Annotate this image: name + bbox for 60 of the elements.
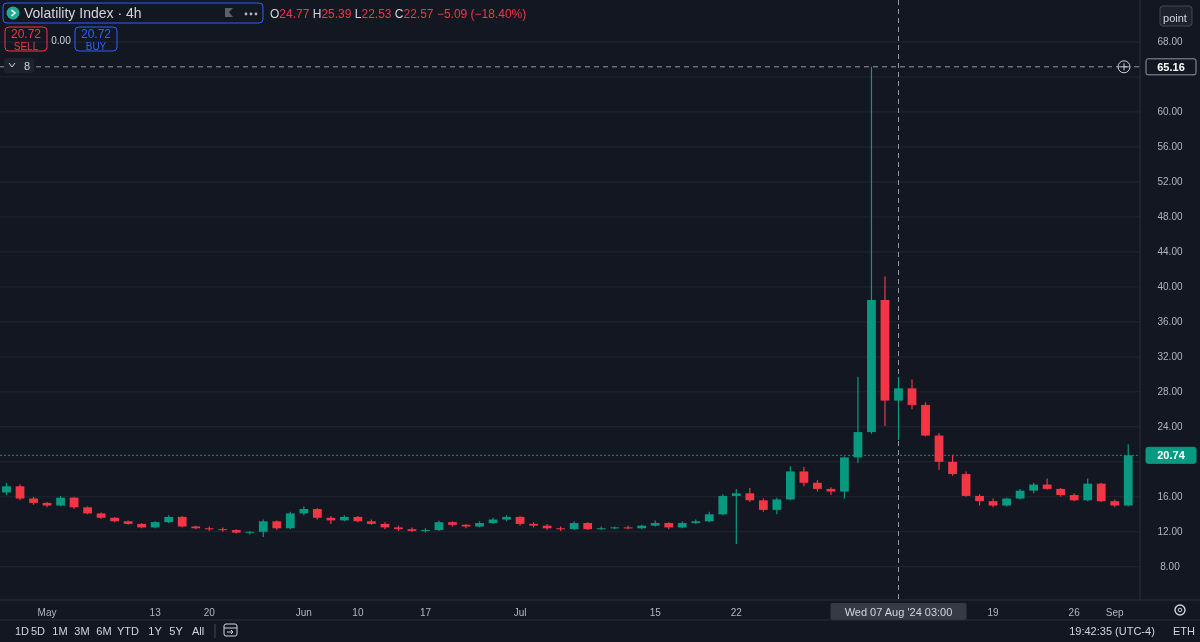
x-tick-label: 19 [987, 606, 1000, 618]
candlestick [961, 470, 971, 498]
y-tick-label: 48.00 [1157, 211, 1183, 223]
annotation: SELL [13, 40, 39, 52]
text: O24.77 H25.39 L22.53 C22.57 −5.09 (−18.40%) [270, 7, 527, 22]
y-tick-label: 56.00 [1157, 141, 1183, 153]
annotation: 0.00 [51, 34, 72, 46]
x-tick-label: 17 [419, 606, 432, 618]
candlestick [731, 488, 741, 545]
chart-title: Volatility Index · 4h [24, 4, 142, 21]
y-tick-label: 24.00 [1157, 421, 1183, 433]
candlestick [948, 454, 957, 477]
text: 19:42:35 (UTC-4) [1069, 624, 1155, 637]
candlestick [894, 376, 903, 441]
y-tick-label: 8.00 [1160, 561, 1181, 573]
text: YTD [117, 624, 140, 637]
x-tick-label: 13 [149, 606, 162, 618]
y-tick-label: 12.00 [1157, 526, 1183, 538]
text: 1D [14, 624, 30, 637]
text: 6M [96, 624, 112, 637]
y-tick-label: 60.00 [1157, 106, 1183, 118]
y-tick-label: 68.00 [1157, 36, 1183, 48]
x-tick-label: May [37, 606, 57, 618]
y-tick-label: 52.00 [1157, 176, 1183, 188]
text: 3M [74, 624, 90, 637]
x-tick-label: 15 [649, 606, 662, 618]
annotation: 20.72 [80, 27, 112, 42]
y-tick-label: 40.00 [1157, 281, 1183, 293]
text: 1Y [148, 624, 163, 637]
candlestick [826, 486, 836, 496]
y-tick-label: 16.00 [1157, 491, 1183, 503]
text: 5D [30, 624, 46, 637]
text: point [1163, 11, 1187, 24]
x-tick-label: 22 [730, 606, 743, 618]
x-tick-label: 20 [203, 606, 216, 618]
candlestick [407, 526, 417, 533]
x-tick-label: Wed 07 Aug '24 03:00 [844, 605, 953, 618]
x-tick-label: 10 [352, 606, 364, 618]
x-tick-label: Jun [295, 606, 312, 618]
y-tick-label: 32.00 [1157, 351, 1183, 363]
text: 5Y [169, 624, 184, 637]
candlestick [1096, 482, 1106, 503]
text: 1M [52, 624, 68, 637]
ref-line-label: 65.16 [1157, 60, 1185, 73]
candlestick [799, 466, 809, 487]
y-tick-label: 36.00 [1157, 316, 1183, 328]
x-tick-label: Jul [513, 606, 527, 618]
x-tick-label: Sep [1105, 606, 1125, 618]
text: All [191, 624, 205, 637]
annotation: 8 [24, 59, 31, 72]
candlestick [1083, 477, 1093, 502]
annotation: 20.72 [10, 27, 42, 42]
annotation: BUY [85, 40, 107, 52]
candlestick [718, 493, 728, 516]
x-tick-label: 26 [1068, 606, 1081, 618]
candlestick [907, 378, 917, 410]
text: ETH [1173, 624, 1196, 637]
y-tick-label: 44.00 [1157, 246, 1183, 258]
y-tick-label: 28.00 [1157, 386, 1183, 398]
ref-line-label: 20.74 [1157, 449, 1186, 462]
